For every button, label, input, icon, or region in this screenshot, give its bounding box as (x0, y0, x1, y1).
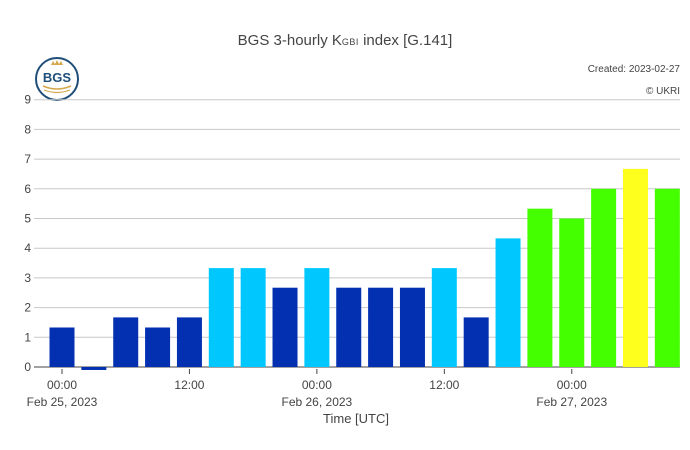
bar-15[interactable] (527, 208, 553, 367)
x-axis-label: Time [UTC] (323, 411, 389, 426)
bgs-logo-text: BGS (43, 70, 72, 85)
created-date: Created: 2023-02-27 (587, 64, 680, 75)
x-axis-ticks: 00:00 Feb 25, 2023 12:00 00:00 Feb 26, 2023 1… (27, 369, 607, 409)
y-tick-label: 7 (24, 152, 31, 166)
bar-8[interactable] (304, 268, 330, 367)
bgs-logo: BGS (35, 57, 79, 101)
bar-14[interactable] (495, 238, 521, 367)
bars (49, 168, 680, 370)
bar-13[interactable] (463, 317, 489, 367)
bar-7[interactable] (272, 287, 298, 367)
bar-11[interactable] (399, 287, 425, 367)
x-tick-date-label: Feb 25, 2023 (27, 395, 98, 409)
y-axis-ticks: 0 1 2 3 4 5 6 7 8 9 (24, 93, 31, 374)
bar-16[interactable] (559, 218, 585, 368)
y-tick-label: 1 (24, 330, 31, 344)
bar-4[interactable] (176, 317, 202, 367)
y-tick-label: 6 (24, 182, 31, 196)
bar-3[interactable] (145, 327, 171, 367)
chart-title: BGS 3-hourly KGBI index [G.141] (0, 32, 690, 49)
bar-10[interactable] (368, 287, 394, 367)
bar-1[interactable] (81, 367, 107, 370)
x-tick-label: 12:00 (174, 378, 204, 392)
bar-12[interactable] (431, 268, 457, 367)
y-tick-label: 2 (24, 301, 31, 315)
y-tick-label: 0 (24, 360, 31, 374)
y-tick-label: 3 (24, 271, 31, 285)
chart-title-suffix: index [G.141] (358, 32, 453, 49)
copyright-note: © UKRI (645, 86, 680, 97)
chart-title-main: BGS 3-hourly K (237, 32, 342, 49)
x-tick-date-label: Feb 26, 2023 (282, 395, 353, 409)
y-tick-label: 5 (24, 212, 31, 226)
chart-title-subscript: GBI (341, 37, 359, 47)
y-tick-label: 4 (24, 241, 31, 255)
x-tick-date-label: Feb 27, 2023 (536, 395, 607, 409)
bar-6[interactable] (240, 268, 266, 367)
x-tick-label: 00:00 (47, 378, 77, 392)
bar-17[interactable] (591, 188, 617, 367)
x-tick-label: 12:00 (429, 378, 459, 392)
bar-2[interactable] (113, 317, 139, 367)
y-tick-label: 8 (24, 122, 31, 136)
bar-5[interactable] (208, 268, 234, 367)
bar-0[interactable] (49, 327, 75, 367)
bar-19[interactable] (654, 188, 680, 367)
bar-18[interactable] (622, 168, 648, 367)
y-tick-label: 9 (24, 93, 31, 107)
x-tick-label: 00:00 (302, 378, 332, 392)
x-tick-label: 00:00 (557, 378, 587, 392)
bar-9[interactable] (336, 287, 362, 367)
